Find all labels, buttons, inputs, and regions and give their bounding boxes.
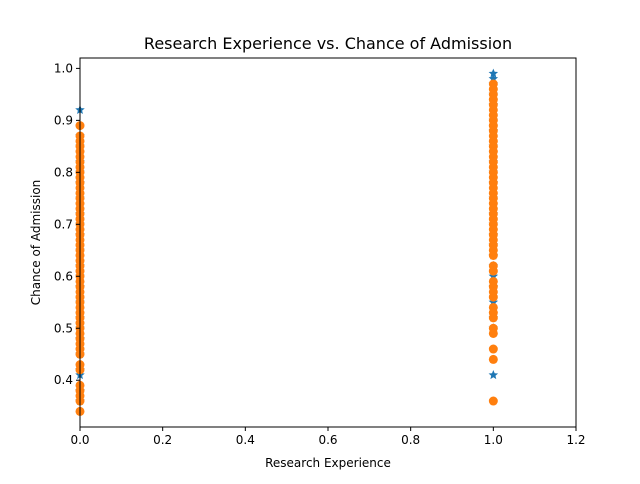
x-tick-label: 1.2 bbox=[566, 433, 585, 447]
y-tick-label: 0.5 bbox=[54, 321, 73, 335]
star-point bbox=[488, 370, 499, 380]
x-tick-label: 0.2 bbox=[153, 433, 172, 447]
circle-point bbox=[488, 292, 498, 302]
star-point bbox=[488, 68, 499, 78]
series-2 bbox=[75, 79, 498, 416]
x-tick-label: 0.8 bbox=[401, 433, 420, 447]
points-layer bbox=[75, 68, 499, 416]
circle-point bbox=[488, 266, 498, 276]
x-axis-label: Research Experience bbox=[265, 456, 391, 470]
y-tick-label: 1.0 bbox=[54, 61, 73, 75]
y-tick-label: 0.9 bbox=[54, 113, 73, 127]
circle-point bbox=[488, 396, 498, 406]
circle-point bbox=[488, 328, 498, 338]
y-tick-label: 0.7 bbox=[54, 217, 73, 231]
x-tick-label: 0.0 bbox=[70, 433, 89, 447]
y-tick-label: 0.8 bbox=[54, 165, 73, 179]
circle-point bbox=[488, 354, 498, 364]
y-axis-ticks: 0.4 0.5 0.6 0.7 0.8 0.9 1.0 bbox=[54, 61, 80, 387]
x-tick-label: 0.4 bbox=[236, 433, 255, 447]
x-axis-ticks: 0.0 0.2 0.4 0.6 0.8 1.0 1.2 bbox=[70, 427, 586, 447]
circle-point bbox=[488, 313, 498, 323]
y-tick-label: 0.4 bbox=[54, 373, 73, 387]
x-tick-label: 1.0 bbox=[484, 433, 503, 447]
chart-title: Research Experience vs. Chance of Admiss… bbox=[144, 34, 512, 53]
y-axis-label: Chance of Admission bbox=[29, 180, 43, 306]
y-tick-label: 0.6 bbox=[54, 269, 73, 283]
circle-point bbox=[488, 344, 498, 354]
circle-point bbox=[488, 250, 498, 260]
x-tick-label: 0.6 bbox=[318, 433, 337, 447]
